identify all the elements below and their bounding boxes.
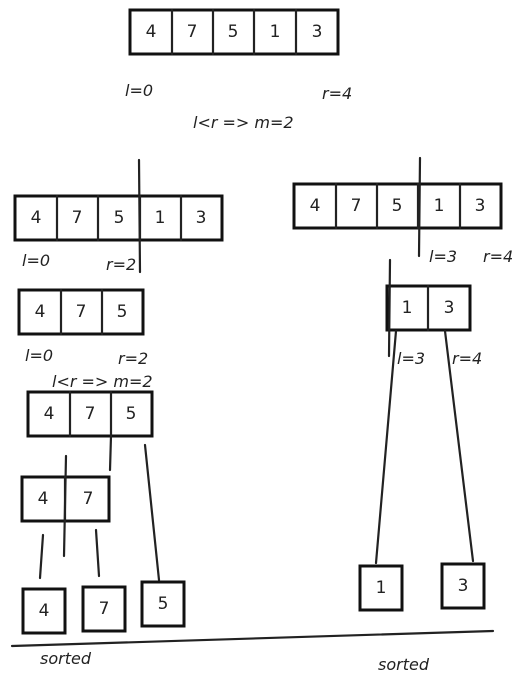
note-right-r: r=4 — [483, 247, 513, 266]
note-top-cond: l<r => m=2 — [193, 113, 294, 132]
single-7-value: 7 — [99, 599, 110, 619]
note-lh-l: l=0 — [25, 346, 53, 365]
split-line-right — [417, 156, 422, 258]
cell-left-3: 1 — [155, 208, 166, 228]
cell-p47-0: 4 — [38, 489, 49, 509]
cell-top-2: 5 — [228, 22, 239, 42]
connector-7 — [94, 528, 101, 578]
array-right-pair: 1 3 — [385, 284, 472, 332]
array-left-half: 4 7 5 — [17, 288, 145, 336]
cell-top-4: 3 — [312, 22, 323, 42]
cell-left-2: 5 — [114, 208, 125, 228]
cell-left-1: 7 — [72, 208, 83, 228]
single-1-value: 1 — [376, 578, 387, 598]
cell-left-4: 3 — [196, 208, 207, 228]
split-line-lha — [108, 434, 113, 472]
connector-4 — [38, 533, 45, 580]
note-right-l: l=3 — [429, 247, 457, 266]
cell-top-1: 7 — [187, 22, 198, 42]
single-3: 3 — [440, 562, 486, 610]
cell-top-0: 4 — [146, 22, 157, 42]
cell-right-1: 7 — [351, 196, 362, 216]
note-left-r: r=2 — [106, 255, 136, 274]
note-top-l: l=0 — [125, 81, 153, 100]
sorted-right-label: sorted — [378, 655, 430, 674]
single-7: 7 — [81, 585, 127, 633]
connector-3 — [443, 329, 475, 563]
note-lh-cond: l<r => m=2 — [52, 372, 153, 391]
array-right: 4 7 5 1 3 — [292, 182, 503, 230]
cell-lha-2: 5 — [126, 404, 137, 424]
cell-right-2: 5 — [392, 196, 403, 216]
split-line-rp — [387, 258, 392, 358]
note-left-l: l=0 — [22, 251, 50, 270]
array-top-frame — [128, 8, 340, 56]
cell-lh-0: 4 — [35, 302, 46, 322]
array-top: 4 7 5 1 3 — [128, 8, 340, 56]
array-left: 4 7 5 1 3 — [13, 194, 224, 242]
single-4-value: 4 — [39, 601, 50, 621]
cell-right-4: 3 — [475, 196, 486, 216]
split-line-left — [137, 158, 142, 274]
cell-right-3: 1 — [434, 196, 445, 216]
cell-lha-0: 4 — [44, 404, 55, 424]
note-top-r: r=4 — [322, 84, 352, 103]
sorted-left-label: sorted — [40, 649, 92, 668]
cell-left-0: 4 — [31, 208, 42, 228]
single-3-value: 3 — [458, 576, 469, 596]
cell-p47-1: 7 — [83, 489, 94, 509]
connector-5 — [143, 443, 161, 582]
note-rp-r: r=4 — [452, 349, 482, 368]
split-line-p47 — [62, 454, 68, 558]
single-4: 4 — [21, 587, 67, 635]
cell-right-0: 4 — [310, 196, 321, 216]
cell-lha-1: 7 — [85, 404, 96, 424]
single-5: 5 — [140, 580, 186, 628]
cell-rp-1: 3 — [444, 298, 455, 318]
note-lh-r: r=2 — [118, 349, 148, 368]
cell-top-3: 1 — [270, 22, 281, 42]
single-5-value: 5 — [158, 594, 169, 614]
cell-lh-2: 5 — [117, 302, 128, 322]
single-1: 1 — [358, 564, 404, 612]
cell-lh-1: 7 — [76, 302, 87, 322]
cell-rp-0: 1 — [402, 298, 413, 318]
baseline — [10, 629, 495, 648]
connector-1 — [374, 329, 398, 565]
note-rp-l: l=3 — [397, 349, 425, 368]
array-left-half-again: 4 7 5 — [26, 390, 154, 438]
